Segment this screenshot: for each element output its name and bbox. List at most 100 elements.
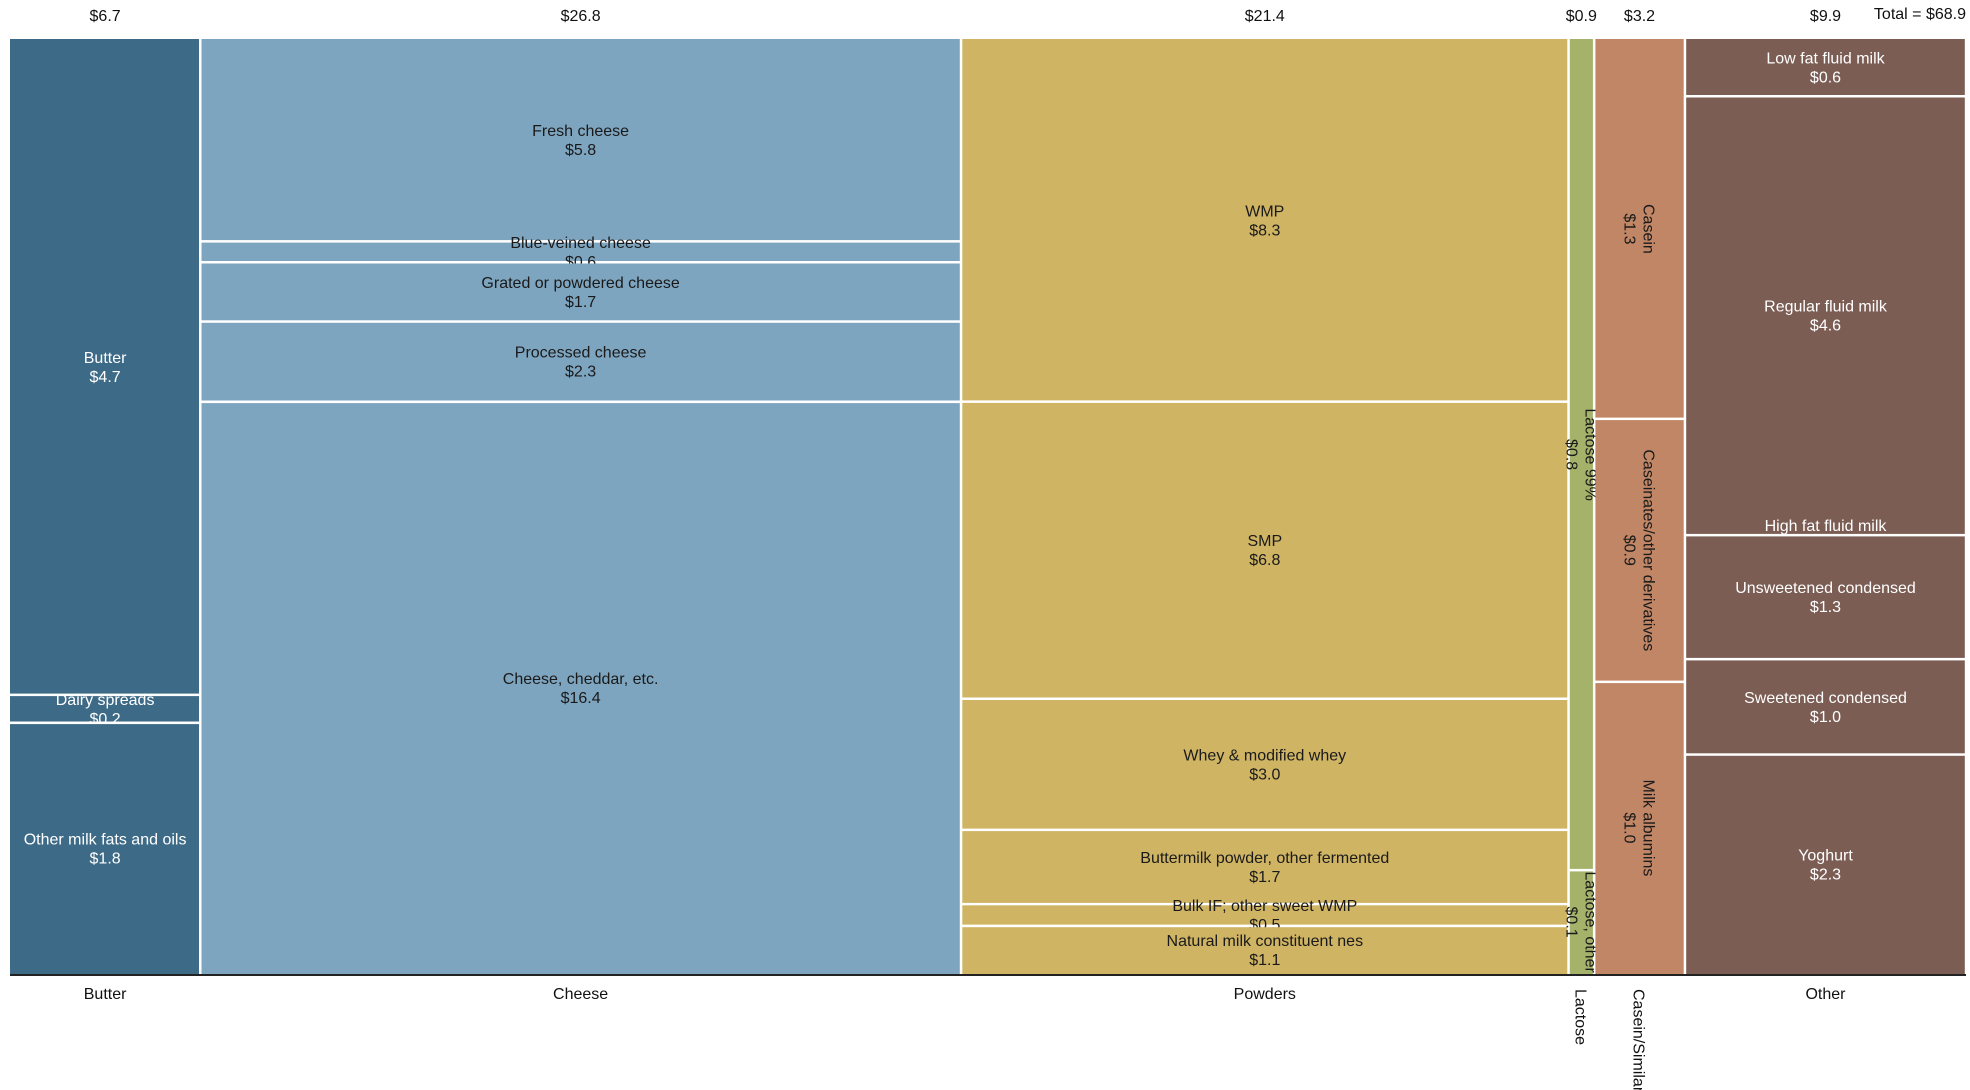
tile-label-milk-albumins: Milk albumins$1.0 [1621, 779, 1657, 876]
tile-name: Sweetened condensed [1744, 690, 1907, 707]
tile-value: $4.6 [1810, 318, 1841, 335]
tile-value: $0.1 [1562, 907, 1579, 938]
tile-value: $8.3 [1249, 222, 1280, 239]
tile-casein [1595, 39, 1684, 418]
tile-name: Blue-veined cheese [510, 235, 651, 252]
tile-name: Regular fluid milk [1764, 299, 1888, 316]
tile-label-cheese-cheddar-etc: Cheese, cheddar, etc. $16.4 [503, 671, 659, 707]
tile-name: Bulk IF; other sweet WMP [1172, 898, 1357, 915]
column-casein-similar: Casein$1.3 Caseinates/other derivatives$0… [1595, 39, 1684, 974]
tile-label-fresh-cheese: Fresh cheese $5.8 [532, 123, 629, 159]
tile-other-milk-fats-and-oils [10, 724, 199, 974]
tile-name: Grated or powdered cheese [481, 275, 679, 292]
tile-caseinates-other-derivatives [1595, 420, 1684, 681]
tile-name: Fresh cheese [532, 123, 629, 140]
tile-name: Buttermilk powder, other fermented [1140, 850, 1389, 867]
tile-label-casein: Casein$1.3 [1621, 204, 1657, 254]
tile-sweetened-condensed [1686, 660, 1965, 754]
tile-name: WMP [1245, 203, 1284, 220]
category-label-lactose: Lactose [1571, 989, 1588, 1045]
tile-buttermilk-powder-other-fermented [962, 831, 1568, 903]
column-butter: Butter $4.7 Dairy spreads $0.2 Other milk fa… [10, 39, 199, 974]
tile-label-sweetened-condensed: Sweetened condensed $1.0 [1744, 690, 1907, 726]
tile-value: $1.0 [1621, 812, 1638, 843]
tile-name: Yoghurt [1798, 847, 1853, 864]
column-total-cheese: $26.8 [561, 8, 601, 25]
tile-label-processed-cheese: Processed cheese $2.3 [515, 345, 647, 381]
tile-unsweetened-condensed [1686, 536, 1965, 658]
tile-value: $1.3 [1621, 213, 1638, 244]
tile-smp [962, 402, 1568, 698]
tile-butter [10, 39, 199, 694]
tile-name: Casein [1640, 204, 1657, 254]
tile-value: $2.3 [565, 364, 596, 381]
tile-name: Cheese, cheddar, etc. [503, 671, 659, 688]
tile-value: $4.7 [90, 369, 121, 386]
tile-milk-albumins [1595, 683, 1684, 974]
tile-name: SMP [1247, 533, 1282, 550]
tile-whey-modified-whey [962, 700, 1568, 829]
tile-label-grated-or-powdered-cheese: Grated or powdered cheese $1.7 [481, 275, 679, 311]
tile-value: $0.2 [90, 711, 121, 728]
tile-label-unsweetened-condensed: Unsweetened condensed $1.3 [1735, 580, 1916, 616]
tile-name: Dairy spreads [56, 692, 155, 709]
category-label-cheese: Cheese [553, 986, 608, 1003]
category-label-other: Other [1805, 986, 1846, 1003]
tile-name: Unsweetened condensed [1735, 580, 1916, 597]
tile-label-regular-fluid-milk: Regular fluid milk $4.6 [1764, 299, 1888, 335]
column-other: Low fat fluid milk $0.6 Regular fluid milk… [1686, 39, 1965, 974]
column-total-lactose: $0.9 [1566, 8, 1597, 25]
tile-name: Caseinates/other derivatives [1640, 449, 1657, 651]
tile-value: $0.8 [1562, 439, 1579, 470]
tile-label-dairy-spreads: Dairy spreads $0.2 [56, 692, 155, 728]
tile-label-wmp: WMP $8.3 [1245, 203, 1284, 239]
tile-low-fat-fluid-milk [1686, 39, 1965, 95]
tile-label-buttermilk-powder-other-fermented: Buttermilk powder, other fermented $1.7 [1140, 850, 1389, 886]
tile-lactose-other [1569, 871, 1593, 974]
tile-label-lactose-99: Lactose 99%$0.8 [1562, 408, 1598, 501]
tile-name: Lactose 99% [1581, 408, 1598, 501]
tile-cheese-cheddar-etc [201, 403, 960, 975]
column-total-casein-similar: $3.2 [1624, 8, 1655, 25]
tile-label-other-milk-fats-and-oils: Other milk fats and oils $1.8 [24, 831, 187, 867]
column-powders: WMP $8.3 SMP $6.8 Whey & modified whey $3.0 Bu… [962, 39, 1568, 974]
tile-value: $16.4 [561, 690, 601, 707]
tile-name: Butter [84, 350, 127, 367]
tile-value: $0.6 [1810, 70, 1841, 87]
tile-value: $1.0 [1810, 709, 1841, 726]
tile-value: $3.0 [1249, 766, 1280, 783]
category-label-casein-similar: Casein/Similar [1630, 989, 1647, 1090]
tile-name: Lactose, other [1581, 871, 1598, 973]
tile-name: Low fat fluid milk [1766, 51, 1885, 68]
total-label: Total = $68.9 [1874, 6, 1966, 23]
column-total-other: $9.9 [1810, 8, 1841, 25]
tile-fresh-cheese [201, 39, 960, 241]
tile-blue-veined-cheese [201, 242, 960, 261]
tile-yoghurt [1686, 755, 1965, 974]
tile-value: $1.7 [565, 294, 596, 311]
tile-grated-or-powdered-cheese [201, 263, 960, 321]
tile-label-yoghurt: Yoghurt $2.3 [1798, 847, 1853, 883]
tile-regular-fluid-milk [1686, 97, 1965, 534]
tile-value: $6.8 [1249, 552, 1280, 569]
tile-name: Other milk fats and oils [24, 831, 187, 848]
tile-label-lactose-other: Lactose, other$0.1 [1562, 871, 1598, 973]
tile-value: $1.3 [1810, 599, 1841, 616]
tile-label-whey-modified-whey: Whey & modified whey $3.0 [1183, 747, 1346, 783]
category-label-powders: Powders [1234, 986, 1296, 1003]
tile-name: Milk albumins [1640, 779, 1657, 876]
tile-value: $0.9 [1621, 535, 1638, 566]
tile-value: $5.8 [565, 142, 596, 159]
tile-label-low-fat-fluid-milk: Low fat fluid milk $0.6 [1766, 51, 1885, 87]
column-total-powders: $21.4 [1245, 8, 1285, 25]
tile-label-natural-milk-constituent-nes: Natural milk constituent nes $1.1 [1167, 933, 1364, 969]
tile-name: High fat fluid milk [1765, 518, 1888, 535]
tile-value: $1.8 [90, 850, 121, 867]
tile-label-caseinates-other-derivatives: Caseinates/other derivatives$0.9 [1621, 449, 1657, 651]
tile-name: Natural milk constituent nes [1167, 933, 1364, 950]
column-lactose: Lactose 99%$0.8 Lactose, other$0.1 [1562, 39, 1598, 974]
column-total-butter: $6.7 [90, 8, 121, 25]
